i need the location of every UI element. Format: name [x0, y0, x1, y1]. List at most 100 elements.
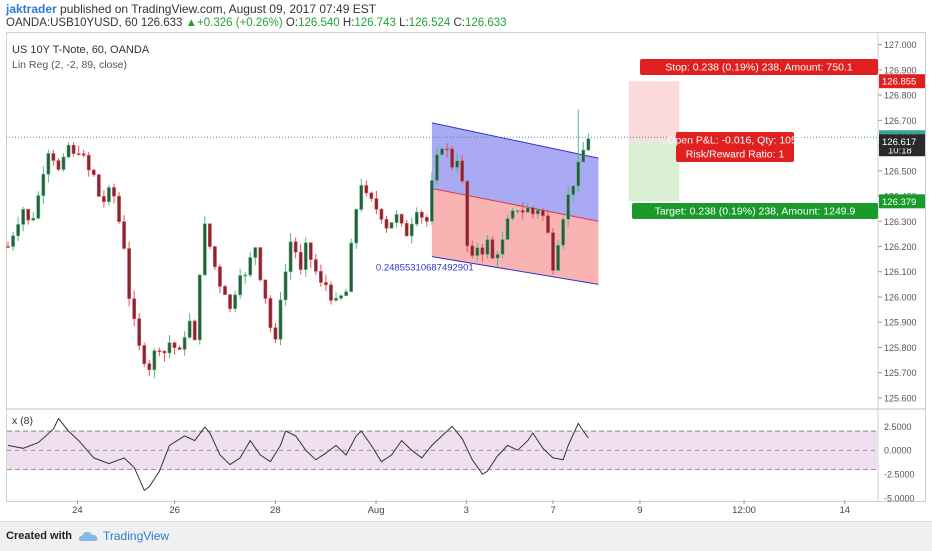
- price-tick-label: 126.500: [884, 166, 917, 176]
- price-tick-label: 127.000: [884, 40, 917, 50]
- candle-body: [515, 210, 520, 212]
- candle-body: [187, 320, 192, 338]
- candle-body: [566, 194, 571, 220]
- candle-body: [465, 180, 470, 247]
- candle-body: [167, 342, 172, 354]
- candle-body: [470, 245, 475, 256]
- candle-body: [147, 363, 152, 371]
- candle-body: [207, 223, 212, 247]
- candle-body: [248, 257, 253, 276]
- candle-body: [46, 153, 51, 175]
- candle-body: [263, 279, 268, 299]
- time-tick-label: 12:00: [732, 505, 756, 516]
- candle-body: [349, 242, 354, 293]
- candle-body: [576, 161, 581, 187]
- candle-body: [243, 274, 248, 277]
- target-price-badge: [879, 194, 925, 209]
- channel-upper-line: [431, 122, 599, 159]
- candle-body: [96, 174, 101, 197]
- price-tick-label: 126.300: [884, 217, 917, 227]
- candle-body: [364, 185, 369, 194]
- candle-body: [238, 275, 243, 296]
- price-tick-label: 126.700: [884, 116, 917, 126]
- entry-price-badge-text: 126.617: [882, 137, 916, 148]
- candle-body: [455, 160, 460, 168]
- candle-body: [288, 241, 293, 273]
- candle-body: [536, 209, 540, 215]
- open-label: O:: [285, 17, 299, 29]
- open-value: 126.540: [298, 17, 340, 29]
- candle-body: [389, 222, 394, 229]
- symbol-label: OANDA:USB10YUSD, 60: [6, 17, 138, 29]
- candle-body: [66, 144, 71, 158]
- candle-body: [510, 210, 515, 219]
- candle-body: [430, 180, 434, 222]
- candle-body: [480, 247, 485, 255]
- author-name[interactable]: jaktrader: [6, 2, 57, 16]
- candle-body: [500, 239, 505, 255]
- candle-body: [339, 295, 343, 299]
- candle-body: [51, 153, 56, 161]
- candle-body: [324, 282, 328, 286]
- candle-body: [278, 299, 283, 340]
- footer-bar: Created with TradingView: [0, 521, 932, 551]
- candle-body: [223, 286, 227, 295]
- candle-body: [142, 345, 147, 364]
- candle-body: [581, 149, 586, 163]
- candle-body: [122, 221, 126, 249]
- candle-body: [485, 239, 490, 255]
- candle-body: [36, 195, 41, 219]
- candle-body: [213, 246, 217, 268]
- indicator-legend: Lin Reg (2, -2, 89, close): [12, 59, 127, 71]
- candle-body: [561, 219, 565, 246]
- low-label: L:: [399, 17, 409, 29]
- candle-body: [117, 195, 121, 222]
- candle-body: [313, 259, 318, 272]
- candle-body: [334, 298, 338, 301]
- candle-body: [228, 294, 232, 309]
- candle-body: [551, 232, 555, 271]
- close-value: 126.633: [465, 17, 507, 29]
- osc-line: [7, 417, 589, 492]
- stop-label-text: Stop: 0.238 (0.19%) 238, Amount: 750.1: [665, 62, 853, 74]
- pnl-label-box: [676, 132, 794, 162]
- osc-tick-label: -5.0000: [884, 494, 915, 504]
- publish-line: jaktrader published on TradingView.com, …: [6, 2, 376, 16]
- candle-body: [520, 210, 525, 213]
- channel-value-label: 0.24855310687492901: [376, 263, 474, 274]
- time-tick-label: 9: [637, 505, 642, 516]
- tradingview-cloud-icon: [79, 532, 98, 541]
- candle-body: [253, 247, 258, 258]
- tradingview-brand[interactable]: TradingView: [103, 529, 170, 543]
- change-value: +0.326 (+0.26%): [197, 17, 283, 29]
- candle-body: [157, 350, 162, 352]
- price-tick-label: 125.600: [884, 393, 917, 403]
- candle-body: [21, 209, 26, 225]
- candle-body: [445, 148, 449, 150]
- candle-body: [192, 320, 197, 341]
- candle-body: [354, 209, 359, 244]
- candle-body: [91, 169, 96, 175]
- time-tick-label: 24: [72, 505, 83, 516]
- candle-body: [399, 214, 404, 224]
- chart-canvas[interactable]: 125.600 125.700 125.800 125.900 126.000 126.1…: [6, 32, 926, 520]
- price-tick-label: 126.100: [884, 267, 917, 277]
- candle-body: [127, 248, 131, 300]
- candle-body: [329, 284, 333, 301]
- price-tick-label: 126.200: [884, 242, 917, 252]
- candle-body: [409, 223, 414, 237]
- series-legend: US 10Y T-Note, 60, OANDA: [12, 44, 150, 56]
- candle-body: [71, 144, 76, 154]
- high-value: 126.743: [354, 17, 396, 29]
- candle-body: [56, 160, 61, 170]
- candle-body: [303, 242, 308, 270]
- candle-body: [490, 239, 495, 259]
- candle-body: [197, 274, 202, 341]
- last-value: 126.633: [140, 17, 183, 29]
- candle-body: [460, 160, 465, 182]
- candle-body: [11, 235, 15, 247]
- stop-price-badge: [879, 74, 925, 89]
- candle-body: [182, 337, 187, 350]
- candle-body: [308, 242, 313, 260]
- chart-frame[interactable]: 125.600 125.700 125.800 125.900 126.000 126.1…: [6, 32, 926, 520]
